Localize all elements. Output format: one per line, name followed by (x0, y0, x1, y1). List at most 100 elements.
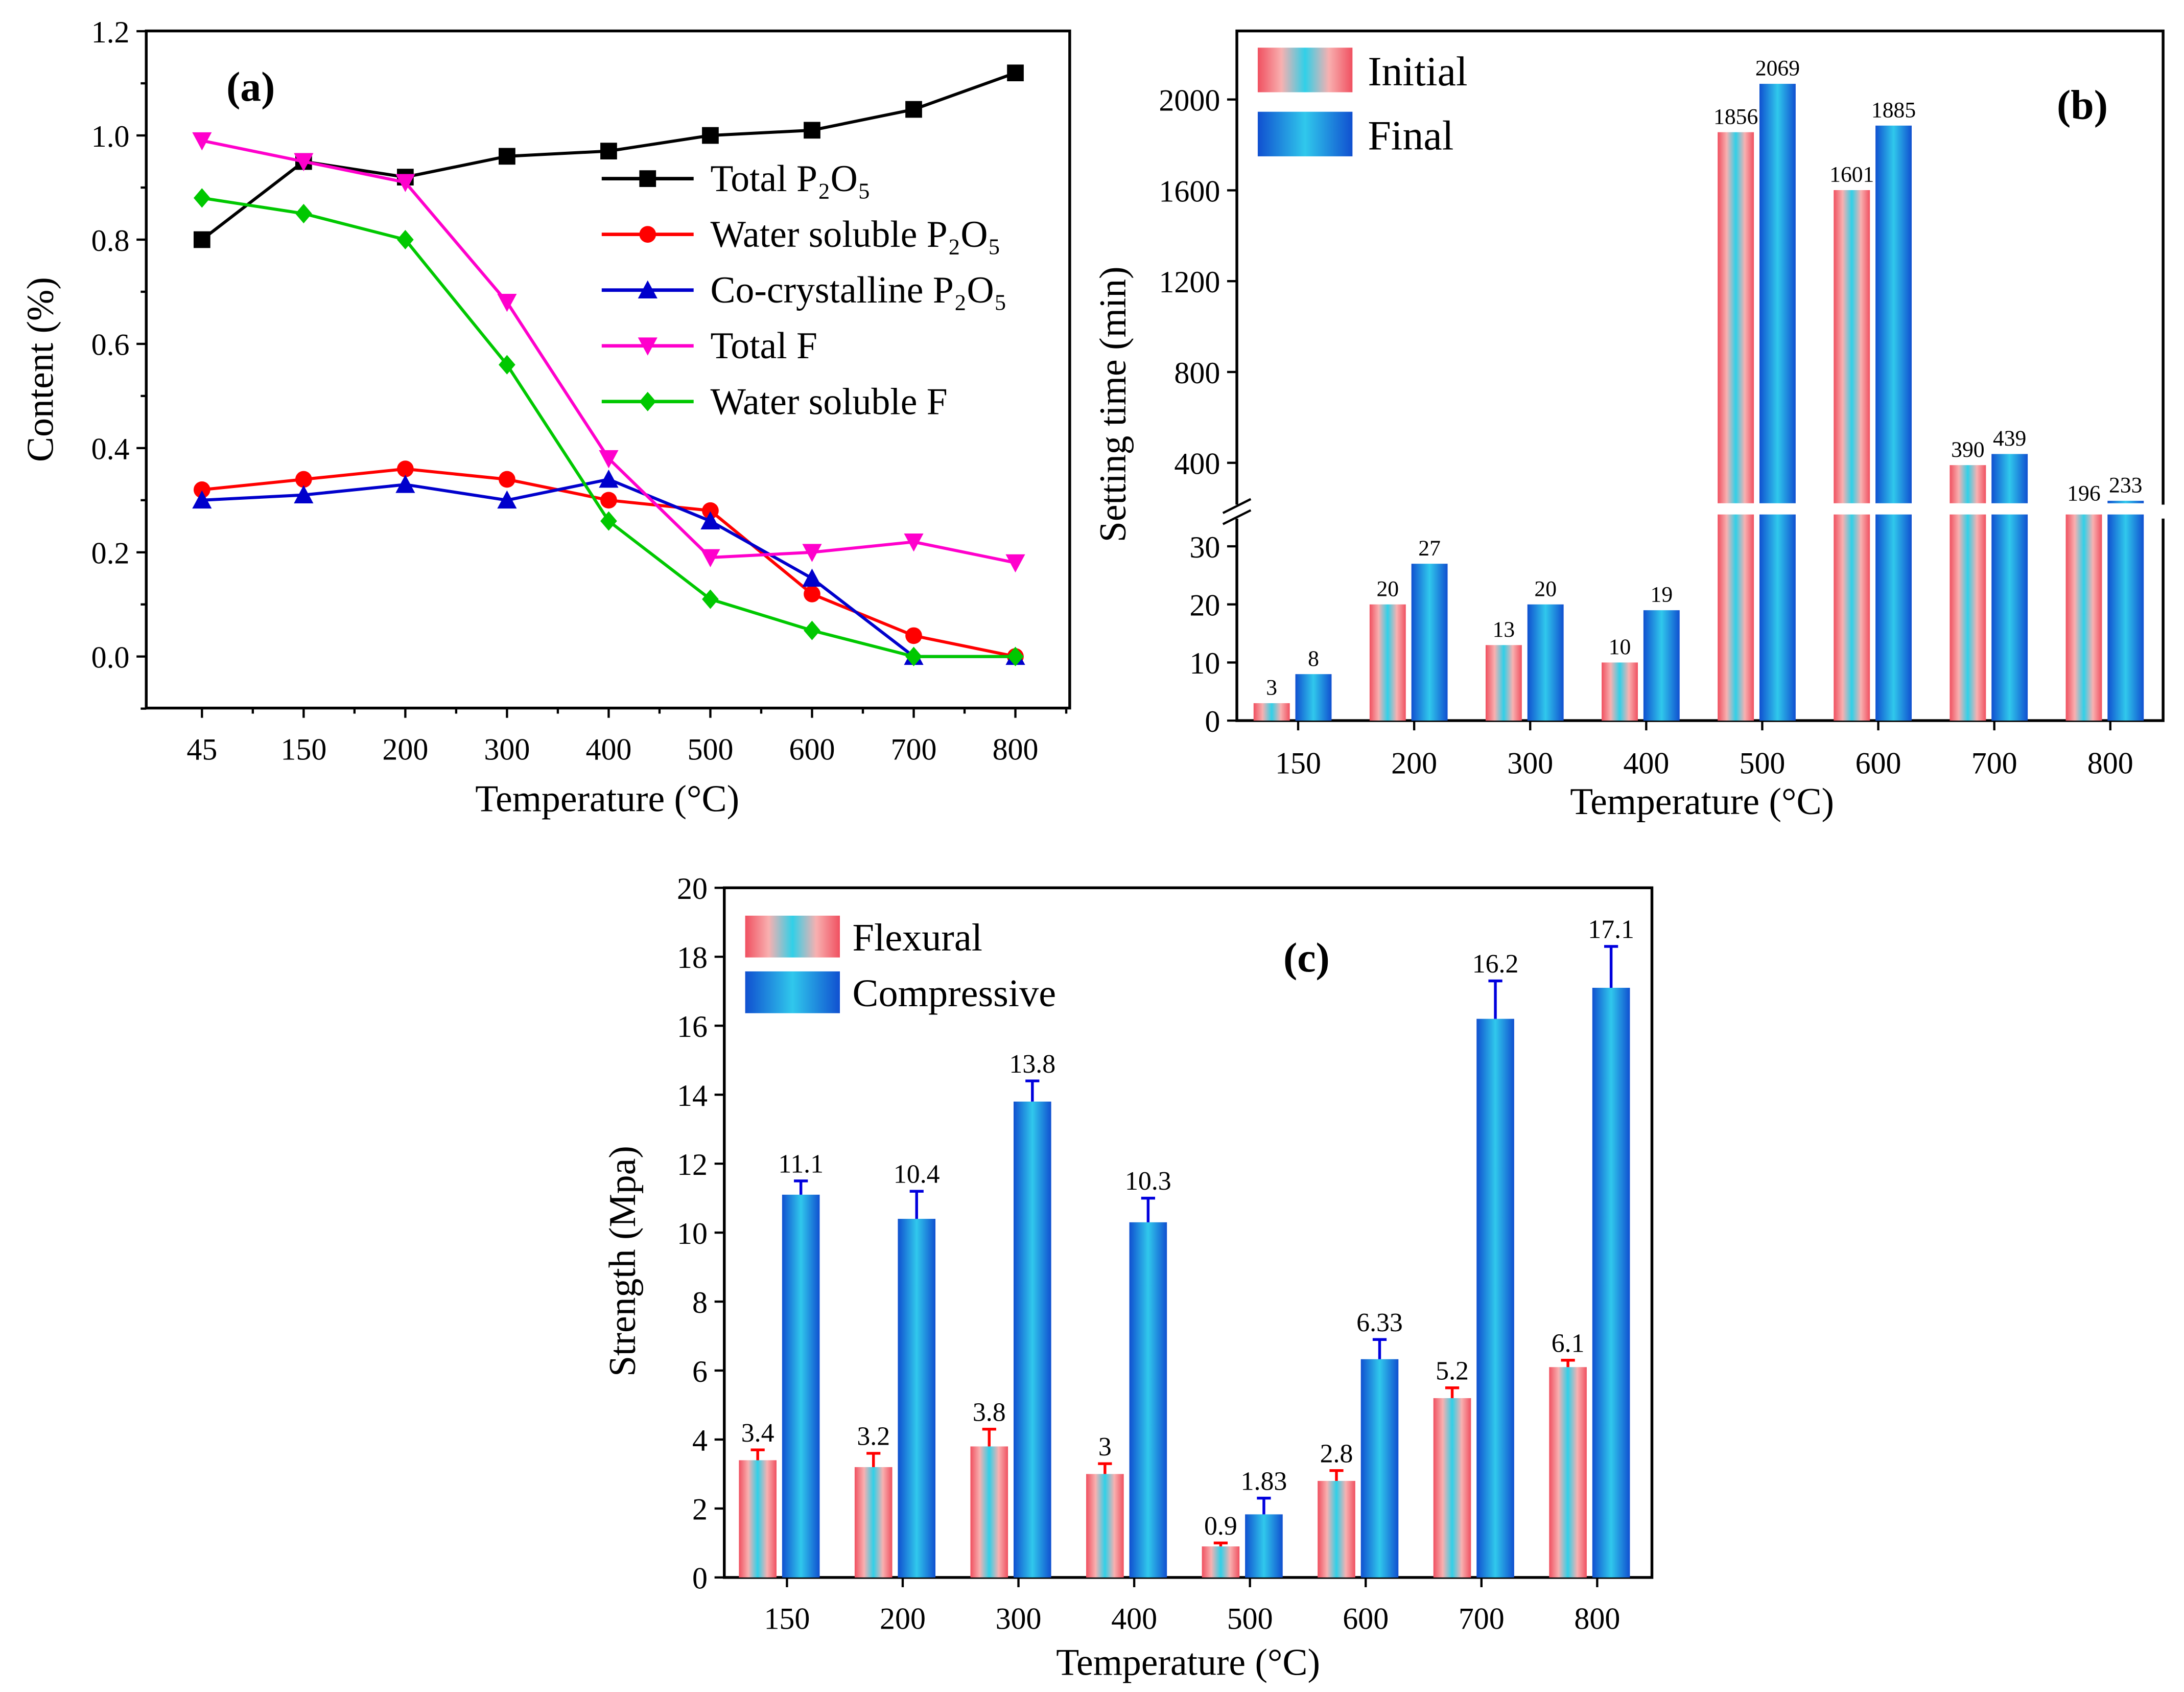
bar-flexural (1549, 1367, 1587, 1578)
bar-initial (1485, 645, 1522, 721)
data-point (1007, 646, 1024, 666)
data-point (295, 471, 312, 488)
bar-compressive (1360, 1359, 1399, 1578)
bar-final (1759, 84, 1796, 503)
bar-final (1991, 514, 2028, 721)
bar-flexural (1318, 1480, 1355, 1578)
data-point (395, 475, 415, 493)
x-tick-label-c: 300 (996, 1602, 1042, 1636)
data-point (599, 450, 619, 469)
bar-flexural (1433, 1398, 1471, 1578)
bar-flexural (1086, 1474, 1124, 1578)
data-point (702, 589, 719, 609)
y-tick-label-c: 10 (677, 1217, 708, 1250)
y-tick-label-c: 4 (692, 1424, 708, 1457)
legend-label: Final (1368, 112, 1453, 158)
series-line-4 (201, 196, 1016, 658)
bar-initial (1369, 604, 1406, 721)
bar-value-label: 19 (1651, 583, 1673, 607)
y-tick-label-c: 14 (677, 1079, 708, 1112)
legend-marker (639, 226, 656, 243)
bar-compressive (782, 1194, 820, 1578)
y-tick-label-b: 400 (1174, 447, 1220, 481)
x-tick-label-a: 500 (687, 732, 733, 766)
y-tick-label-b: 800 (1174, 356, 1220, 390)
bar-value-label: 390 (1951, 437, 1984, 462)
axis-break-gap (1223, 504, 2177, 519)
y-tick-label-b: 1200 (1159, 265, 1220, 299)
data-point (294, 153, 314, 172)
bar-compressive (1014, 1101, 1051, 1578)
bar-initial (1253, 703, 1290, 721)
bar-value-label: 2069 (1755, 56, 1800, 81)
legend-label: Initial (1368, 48, 1467, 95)
y-tick-label-c: 16 (677, 1010, 708, 1044)
data-point (1005, 554, 1025, 573)
bar-initial (1950, 465, 1986, 503)
y-tick-label-a: 1.2 (91, 15, 130, 49)
axis-break-mark (1222, 498, 1252, 514)
data-point (905, 627, 922, 644)
bar-value-label: 3.4 (741, 1419, 774, 1448)
bar-value-label: 3.2 (857, 1422, 890, 1451)
legend-marker (639, 170, 656, 187)
data-point (904, 534, 924, 552)
bar-value-label: 0.9 (1204, 1512, 1237, 1541)
legend-marker (638, 280, 657, 299)
bar-value-label: 6.33 (1356, 1308, 1403, 1337)
data-point (600, 143, 617, 159)
bar-initial (1718, 132, 1754, 503)
bar-value-label: 439 (1993, 426, 2026, 451)
data-point (499, 355, 515, 375)
bar-compressive (1476, 1018, 1514, 1578)
x-tick-label-a: 200 (382, 732, 428, 766)
x-axis-title-c: Temperature (°C) (1056, 1641, 1320, 1683)
bar-compressive (1592, 987, 1630, 1578)
x-tick-label-a: 150 (280, 732, 326, 766)
y-tick-label-b: 1600 (1159, 174, 1220, 208)
bar-value-label: 13 (1493, 617, 1515, 642)
data-point (499, 471, 515, 488)
y-axis-title-c: Strength (Mpa) (601, 1146, 643, 1377)
legend-label: Flexural (853, 916, 982, 959)
data-point (193, 231, 210, 248)
bar-value-label: 3 (1098, 1432, 1112, 1462)
x-tick-label-c: 500 (1227, 1602, 1273, 1636)
data-point (294, 485, 314, 503)
bar-final (1411, 564, 1448, 721)
bar-value-label: 196 (2067, 481, 2100, 505)
bar-value-label: 27 (1418, 536, 1441, 561)
bar-initial (2065, 514, 2102, 721)
bar-value-label: 20 (1534, 576, 1557, 601)
legend-label: Compressive (853, 971, 1056, 1015)
bar-initial (1718, 514, 1754, 721)
data-point (702, 127, 719, 144)
data-point (599, 469, 619, 488)
y-tick-label-a: 0.8 (91, 224, 130, 258)
y-tick-label-b: 10 (1189, 646, 1220, 680)
bar-value-label: 5.2 (1436, 1356, 1469, 1385)
bar-value-label: 17.1 (1588, 915, 1634, 944)
x-tick-label-a: 700 (891, 732, 937, 766)
x-tick-label-a: 600 (789, 732, 835, 766)
x-tick-label-b: 300 (1507, 747, 1553, 780)
bar-value-label: 1601 (1829, 163, 1874, 187)
y-tick-label-c: 8 (692, 1286, 708, 1319)
data-point (192, 490, 212, 509)
bar-compressive (898, 1219, 936, 1578)
data-point (497, 293, 517, 312)
y-tick-label-a: 0.6 (91, 328, 130, 362)
x-tick-label-a: 400 (585, 732, 631, 766)
y-tick-label-c: 2 (692, 1493, 708, 1526)
panel-label-c: (c) (1283, 934, 1330, 981)
bar-value-label: 1856 (1713, 104, 1758, 129)
bar-final (2107, 514, 2144, 721)
bar-value-label: 1885 (1871, 98, 1916, 122)
bar-initial (1602, 662, 1638, 721)
data-point (395, 174, 415, 192)
x-tick-label-b: 800 (2087, 747, 2133, 780)
bar-final (2107, 500, 2144, 503)
data-point (804, 585, 820, 602)
bar-value-label: 10.4 (894, 1160, 940, 1189)
